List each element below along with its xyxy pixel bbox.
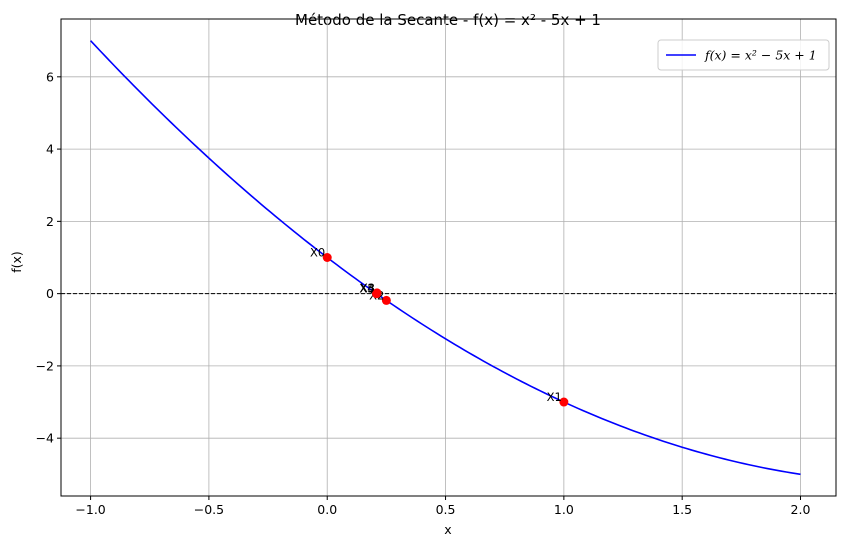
y-tick-label: −4	[36, 431, 54, 446]
point-marker	[559, 397, 569, 407]
point-label: X1	[547, 390, 562, 404]
y-tick-label: 0	[46, 286, 54, 301]
series-line	[89, 40, 801, 476]
point-label: X3	[360, 281, 375, 295]
point-marker	[372, 289, 382, 299]
grid	[61, 19, 836, 496]
legend-box	[657, 39, 830, 71]
point-label: X0	[310, 246, 325, 260]
point-marker	[322, 253, 332, 262]
y-tick-label: 6	[46, 69, 54, 84]
x-tick-label: 0.0	[317, 502, 337, 517]
y-axis-ticks: −4 −2 0 2 4 6	[36, 69, 61, 446]
x-axis-label: x	[444, 522, 451, 537]
y-tick-label: 2	[46, 214, 54, 229]
series-layer	[89, 40, 801, 476]
x-tick-label: 0.5	[436, 502, 456, 517]
point-label: X4	[359, 282, 374, 296]
x-tick-label: −1.0	[75, 502, 105, 517]
y-tick-label: −2	[36, 358, 54, 373]
x-tick-label: −0.5	[194, 502, 224, 517]
x-tick-label: 2.0	[791, 502, 811, 517]
legend-entry-label: f(x) = x² − 5x + 1	[704, 48, 817, 63]
y-tick-label: 4	[46, 142, 54, 157]
plot-frame	[60, 18, 837, 497]
x-tick-label: 1.0	[554, 502, 574, 517]
point-label: X5	[359, 282, 374, 296]
legend: f(x) = x² − 5x + 1	[657, 39, 830, 71]
x-axis-ticks: −1.0 −0.5 0.0 0.5 1.0 1.5 2.0	[75, 496, 810, 517]
y-axis-label: f(x)	[9, 251, 24, 273]
chart-title: Método de la Secante - f(x) = x² - 5x + …	[295, 11, 601, 29]
point-marker	[381, 295, 391, 305]
x-tick-label: 1.5	[672, 502, 692, 517]
points-layer: X0X1X2X3X4X5	[310, 246, 569, 407]
